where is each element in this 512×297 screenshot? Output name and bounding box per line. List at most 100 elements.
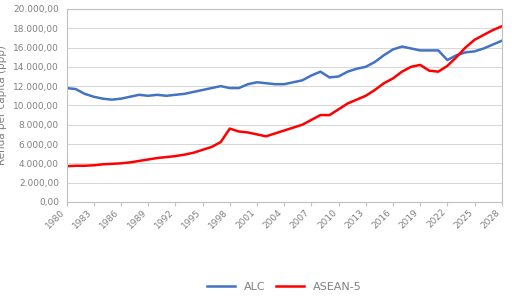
- ASEAN-5: [317, 113, 324, 117]
- ASEAN-5: [100, 162, 106, 166]
- ALC: [263, 81, 269, 85]
- ALC: [136, 93, 142, 97]
- ALC: [227, 86, 233, 90]
- ASEAN-5: [81, 164, 88, 168]
- ASEAN-5: [453, 56, 459, 59]
- ALC: [236, 86, 242, 90]
- ASEAN-5: [381, 81, 387, 85]
- ASEAN-5: [345, 102, 351, 105]
- ASEAN-5: [435, 70, 441, 73]
- ALC: [299, 79, 305, 82]
- ALC: [489, 43, 496, 46]
- ALC: [345, 70, 351, 73]
- ALC: [481, 47, 487, 50]
- ASEAN-5: [200, 148, 206, 151]
- ALC: [308, 74, 314, 77]
- ASEAN-5: [499, 25, 505, 28]
- ASEAN-5: [173, 154, 179, 158]
- ASEAN-5: [390, 77, 396, 80]
- ASEAN-5: [444, 64, 451, 68]
- ASEAN-5: [136, 159, 142, 163]
- ASEAN-5: [109, 162, 115, 166]
- ALC: [453, 53, 459, 57]
- ALC: [435, 49, 441, 52]
- ASEAN-5: [354, 98, 360, 102]
- ASEAN-5: [308, 118, 314, 122]
- ALC: [127, 95, 133, 99]
- Line: ASEAN-5: ASEAN-5: [67, 26, 502, 166]
- ASEAN-5: [408, 65, 414, 69]
- ALC: [327, 76, 333, 79]
- ASEAN-5: [254, 132, 260, 136]
- ALC: [100, 97, 106, 100]
- ASEAN-5: [362, 94, 369, 97]
- ALC: [173, 93, 179, 97]
- ALC: [472, 50, 478, 53]
- ASEAN-5: [281, 129, 287, 132]
- ASEAN-5: [481, 33, 487, 37]
- ASEAN-5: [399, 70, 405, 73]
- ALC: [499, 39, 505, 42]
- Y-axis label: Renda per capita (ppp): Renda per capita (ppp): [0, 45, 8, 165]
- ALC: [73, 87, 79, 91]
- ASEAN-5: [218, 140, 224, 144]
- ASEAN-5: [181, 153, 187, 157]
- ALC: [163, 94, 169, 97]
- ALC: [362, 65, 369, 69]
- ASEAN-5: [272, 132, 278, 135]
- ALC: [208, 86, 215, 90]
- ASEAN-5: [327, 113, 333, 117]
- ALC: [118, 97, 124, 100]
- ASEAN-5: [91, 163, 97, 167]
- ALC: [381, 53, 387, 57]
- ASEAN-5: [145, 158, 151, 161]
- ALC: [317, 70, 324, 73]
- ALC: [109, 98, 115, 102]
- ALC: [290, 80, 296, 84]
- ASEAN-5: [227, 127, 233, 130]
- ASEAN-5: [163, 155, 169, 159]
- ALC: [63, 86, 70, 90]
- ASEAN-5: [127, 161, 133, 164]
- ALC: [190, 90, 197, 94]
- ALC: [181, 92, 187, 96]
- ASEAN-5: [73, 164, 79, 168]
- ALC: [218, 84, 224, 88]
- ASEAN-5: [208, 145, 215, 149]
- ALC: [145, 94, 151, 97]
- ASEAN-5: [190, 151, 197, 154]
- ALC: [417, 49, 423, 52]
- ASEAN-5: [417, 63, 423, 67]
- Line: ALC: ALC: [67, 41, 502, 100]
- ALC: [390, 48, 396, 51]
- ALC: [426, 49, 432, 52]
- ALC: [408, 47, 414, 50]
- ALC: [462, 50, 468, 54]
- ALC: [200, 88, 206, 92]
- ASEAN-5: [245, 131, 251, 134]
- ALC: [354, 67, 360, 71]
- ASEAN-5: [335, 108, 342, 111]
- ASEAN-5: [472, 38, 478, 42]
- ALC: [335, 75, 342, 78]
- ALC: [372, 60, 378, 64]
- ASEAN-5: [426, 69, 432, 72]
- ASEAN-5: [489, 29, 496, 32]
- ASEAN-5: [263, 135, 269, 138]
- ALC: [254, 80, 260, 84]
- ALC: [245, 83, 251, 86]
- ASEAN-5: [299, 123, 305, 127]
- ASEAN-5: [290, 126, 296, 129]
- ALC: [444, 58, 451, 62]
- ALC: [91, 95, 97, 99]
- ASEAN-5: [372, 88, 378, 92]
- ASEAN-5: [63, 165, 70, 168]
- ALC: [399, 45, 405, 48]
- ALC: [272, 83, 278, 86]
- ASEAN-5: [236, 130, 242, 133]
- Legend: ALC, ASEAN-5: ALC, ASEAN-5: [202, 278, 366, 297]
- ALC: [281, 83, 287, 86]
- ASEAN-5: [462, 46, 468, 49]
- ALC: [154, 93, 160, 97]
- ASEAN-5: [154, 156, 160, 160]
